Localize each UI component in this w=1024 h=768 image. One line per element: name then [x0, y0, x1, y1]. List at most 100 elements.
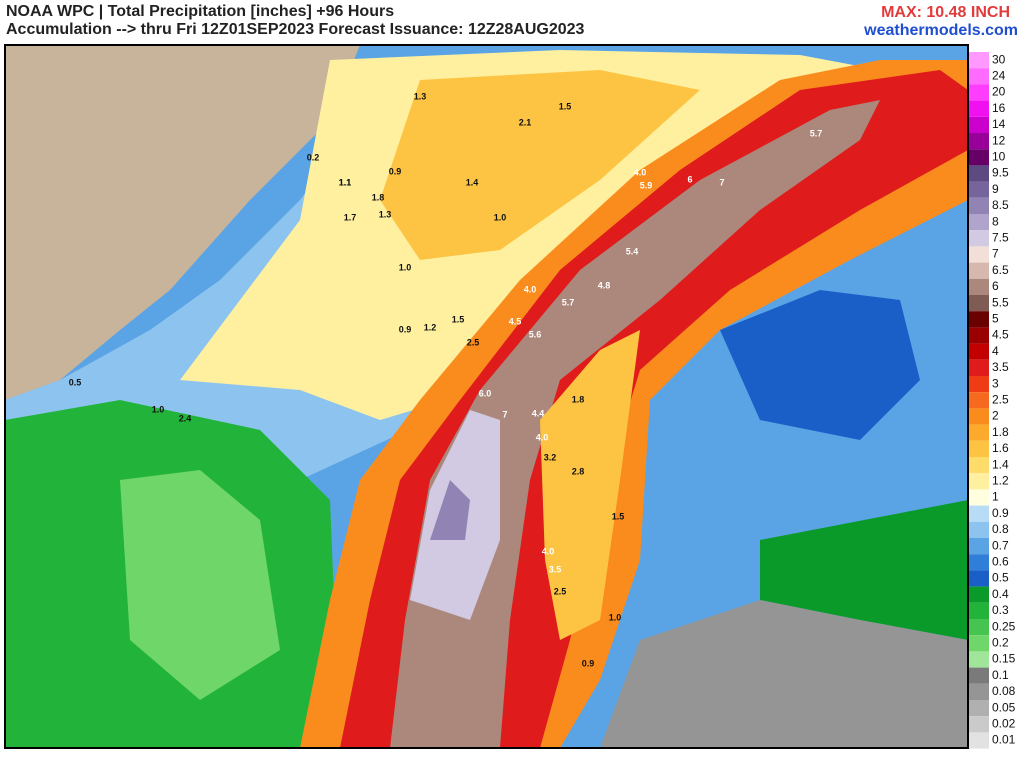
station-value: 4.0 [524, 284, 537, 294]
legend-label: 1.6 [992, 441, 1009, 455]
legend-label: 9.5 [992, 166, 1009, 180]
legend-label: 6.5 [992, 263, 1009, 277]
legend-label: 0.8 [992, 522, 1009, 536]
legend-label: 1 [992, 490, 999, 504]
legend-label: 1.4 [992, 457, 1009, 471]
site-credit: weathermodels.com [864, 22, 1018, 39]
legend-label: 24 [992, 68, 1006, 82]
legend-swatch [969, 343, 989, 360]
legend-label: 0.5 [992, 571, 1009, 585]
legend-swatch [969, 116, 989, 133]
station-value: 1.5 [612, 511, 625, 521]
legend-swatch [969, 149, 989, 166]
legend-label: 7.5 [992, 230, 1009, 244]
legend-label: 0.05 [992, 700, 1016, 714]
legend-swatch [969, 278, 989, 295]
legend-swatch [969, 651, 989, 668]
station-value: 5.7 [562, 297, 575, 307]
station-value: 1.3 [379, 209, 392, 219]
station-value: 1.2 [424, 322, 437, 332]
legend-swatch [969, 586, 989, 603]
station-value: 3.5 [549, 564, 562, 574]
legend-swatch [969, 570, 989, 587]
legend-label: 12 [992, 133, 1006, 147]
legend-swatch [969, 68, 989, 85]
legend-swatch [969, 246, 989, 263]
legend-label: 0.7 [992, 538, 1009, 552]
legend-swatch [969, 505, 989, 522]
legend-label: 2 [992, 409, 999, 423]
max-value: MAX: 10.48 INCH [881, 4, 1010, 21]
legend-label: 0.4 [992, 587, 1009, 601]
legend-label: 14 [992, 117, 1006, 131]
station-value: 1.1 [339, 177, 352, 187]
station-value: 2.1 [519, 117, 532, 127]
legend-swatch [969, 165, 989, 182]
station-value: 2.4 [179, 413, 192, 423]
legend-label: 0.25 [992, 619, 1016, 633]
station-value: 0.9 [389, 166, 402, 176]
legend-label: 4 [992, 344, 999, 358]
map-frame [4, 44, 969, 749]
legend-swatch [969, 602, 989, 619]
legend-swatch [969, 295, 989, 312]
legend-swatch [969, 700, 989, 717]
legend-label: 0.6 [992, 554, 1009, 568]
legend-label: 16 [992, 101, 1006, 115]
legend-swatch [969, 732, 989, 749]
station-value: 1.8 [372, 192, 385, 202]
legend-label: 20 [992, 85, 1006, 99]
legend-label: 8.5 [992, 198, 1009, 212]
legend-swatch [969, 489, 989, 506]
legend-label: 2.5 [992, 392, 1009, 406]
legend-label: 0.1 [992, 668, 1009, 682]
legend-swatch [969, 619, 989, 636]
station-value: 2.5 [467, 337, 480, 347]
station-value: 5.6 [529, 329, 542, 339]
legend-label: 0.01 [992, 733, 1016, 747]
station-value: 1.8 [572, 394, 585, 404]
legend-label: 0.2 [992, 635, 1009, 649]
legend-swatch [969, 327, 989, 344]
legend-swatch [969, 133, 989, 150]
legend-swatch [969, 84, 989, 101]
legend-swatch [969, 683, 989, 700]
legend-swatch [969, 359, 989, 376]
precip-field [5, 45, 968, 748]
legend-label: 4.5 [992, 328, 1009, 342]
station-value: 1.1 [339, 177, 352, 187]
legend-label: 7 [992, 247, 999, 261]
legend-swatch [969, 716, 989, 733]
station-value: 3.2 [544, 452, 557, 462]
legend-swatch [969, 473, 989, 490]
station-value: 5.9 [640, 180, 653, 190]
legend-label: 3.5 [992, 360, 1009, 374]
legend-swatch [969, 538, 989, 555]
legend-swatch [969, 376, 989, 393]
legend-swatch [969, 214, 989, 231]
legend-swatch [969, 554, 989, 571]
station-value: 7 [719, 177, 724, 187]
legend-swatch [969, 230, 989, 247]
legend-label: 1.2 [992, 473, 1009, 487]
legend-label: 0.08 [992, 684, 1016, 698]
station-value: 1.0 [399, 262, 412, 272]
station-value: 4.0 [536, 432, 549, 442]
legend-swatch [969, 197, 989, 214]
station-value: 6.0 [479, 388, 492, 398]
legend-label: 3 [992, 376, 999, 390]
station-value: 0.2 [307, 152, 320, 162]
legend-label: 6 [992, 279, 999, 293]
station-value: 2.8 [572, 466, 585, 476]
station-value: 1.3 [414, 91, 427, 101]
station-value: 1.5 [452, 314, 465, 324]
legend-label: 9 [992, 182, 999, 196]
legend-swatch [969, 635, 989, 652]
legend-swatch [969, 311, 989, 328]
station-value: 1.5 [559, 101, 572, 111]
station-value: 1.4 [466, 177, 479, 187]
legend-swatch [969, 100, 989, 117]
legend-label: 5.5 [992, 295, 1009, 309]
